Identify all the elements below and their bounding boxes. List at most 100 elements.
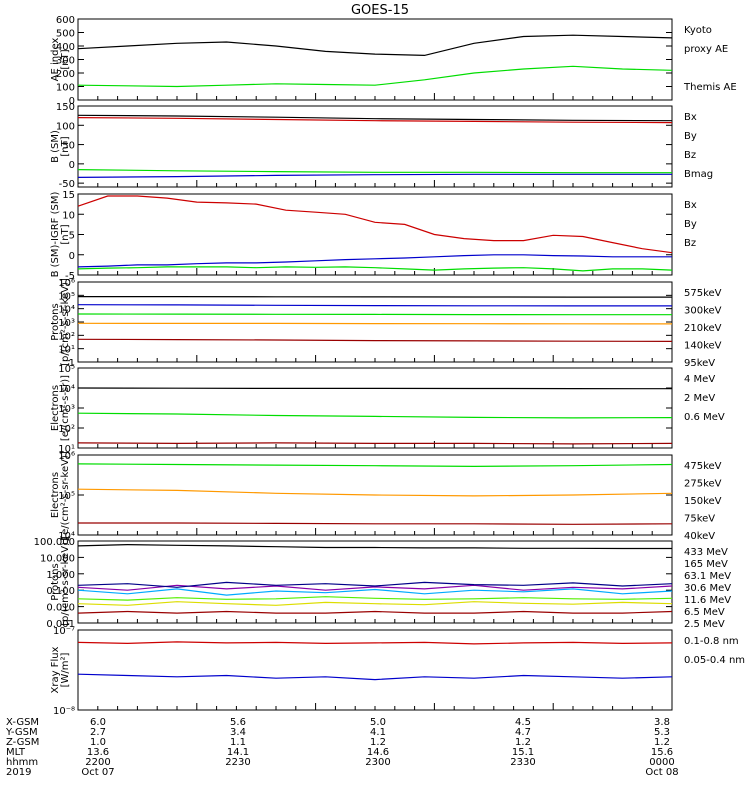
legend-entry: 575keV	[684, 288, 722, 299]
series-line	[77, 543, 672, 550]
orbit-row-label: hhmm	[6, 757, 38, 768]
y-tick-label: -50	[59, 179, 75, 190]
y-tick-label: 100	[56, 83, 75, 94]
y-tick-label: 0.010	[46, 603, 75, 614]
legend-entry: By	[684, 131, 697, 142]
orbit-value: 14.1	[227, 747, 249, 758]
series-line	[77, 463, 673, 468]
legend-entry: Bmag	[684, 169, 713, 180]
y-tick-label: 10¹	[58, 345, 75, 356]
figure-title: GOES-15	[351, 3, 409, 18]
orbit-value: 1.0	[90, 737, 106, 748]
y-axis-label: [e/(cm²-s-sr)]	[60, 375, 71, 441]
y-tick-label: 10⁶	[58, 451, 75, 462]
series-line	[77, 338, 673, 342]
series-line	[77, 173, 672, 178]
series-line	[77, 254, 672, 268]
y-tick-label: 10⁵	[58, 291, 75, 302]
y-axis-label: [p/(cm²-s-sr-keV)]	[60, 538, 71, 626]
legend-entry: 275keV	[684, 479, 722, 490]
orbit-value: 2.7	[90, 727, 106, 738]
series-line	[77, 313, 672, 316]
y-tick-label: 5	[69, 231, 75, 242]
y-tick-label: 10.000	[40, 553, 75, 564]
series-line	[77, 601, 673, 606]
y-tick-label: 10⁴	[58, 305, 75, 316]
legend-entry: 6.5 MeV	[684, 607, 725, 618]
legend-entry: 210keV	[684, 323, 722, 334]
series-line	[77, 442, 673, 445]
legend-entry: 475keV	[684, 461, 722, 472]
y-tick-label: 10⁵	[58, 491, 75, 502]
y-tick-label: 10⁴	[58, 384, 75, 395]
series-line	[77, 387, 673, 390]
legend-entry: 165 MeV	[684, 559, 728, 570]
orbit-value: 14.6	[367, 747, 389, 758]
y-tick-label: 10³	[58, 318, 75, 329]
orbit-value: Oct 08	[645, 767, 678, 778]
y-tick-label: 1.000	[46, 570, 75, 581]
orbit-value: Oct 07	[81, 767, 114, 778]
legend-entry: By	[684, 219, 697, 230]
series-line	[77, 588, 673, 596]
y-tick-label: 500	[56, 29, 75, 40]
panel-ae: 0 100 200 300 400 500 600 AE index [nT] Kyoto prox…	[50, 15, 737, 107]
orbit-value: 2330	[510, 757, 535, 768]
y-axis-label: Electrons	[50, 385, 61, 431]
y-axis-label: B (SM)-IGRF (SM)	[50, 192, 61, 278]
y-tick-label: 10	[62, 210, 75, 221]
orbit-value: 1.2	[370, 737, 386, 748]
panel-b: -50 0 50 100 150 B (SM) [nT] Bx By Bz Bmag	[50, 102, 713, 190]
y-tick-label: 10²	[58, 424, 75, 435]
legend-entry: Kyoto	[684, 25, 712, 36]
series-line	[77, 596, 673, 601]
orbit-value: 1.2	[654, 737, 670, 748]
y-tick-label: 400	[56, 42, 75, 53]
y-tick-label: -5	[65, 271, 75, 282]
legend-entry: 0.05-0.4 nm	[684, 655, 745, 666]
orbit-row-label: X-GSM	[6, 717, 39, 728]
y-axis-label: [W/m²]	[60, 652, 71, 687]
series-line	[77, 65, 673, 88]
legend-entry: 4 MeV	[684, 374, 715, 385]
orbit-table: X-GSM 6.0 5.6 5.0 4.5 3.8 Y-GSM 2.7 3.4 4.1 4.7 5.3…	[5, 717, 679, 778]
y-tick-label: 50	[62, 141, 75, 152]
orbit-value: 4.1	[370, 727, 386, 738]
orbit-value: 13.6	[87, 747, 109, 758]
y-axis-label: [e/(cm²-s-sr-keV)]	[60, 451, 71, 539]
orbit-value: 15.6	[651, 747, 673, 758]
legend-entry: 2.5 MeV	[684, 619, 725, 630]
legend-entry: proxy AE	[684, 44, 728, 55]
panel-frame	[77, 367, 673, 449]
orbit-value: 2300	[365, 757, 390, 768]
legend-entry: 300keV	[684, 306, 722, 317]
series-line	[77, 34, 673, 57]
legend-entry: 95keV	[684, 358, 715, 369]
legend-entry: 150keV	[684, 496, 722, 507]
y-tick-label: 10³	[58, 404, 75, 415]
y-tick-label: 10¹	[58, 444, 75, 455]
y-axis-label: [p/(cm²-s-sr-keV)]	[60, 278, 71, 366]
orbit-value: 15.1	[512, 747, 534, 758]
series-line	[77, 584, 673, 591]
orbit-value: 0000	[649, 757, 674, 768]
y-tick-label: 100	[56, 121, 75, 132]
y-tick-label: 150	[56, 102, 75, 113]
orbit-value: 6.0	[90, 717, 106, 728]
orbit-value: 4.5	[515, 717, 531, 728]
legend-entry: Bz	[684, 238, 696, 249]
panel-electrons2: 10⁴ 10⁵ 10⁶ Electrons [e/(cm²-s-sr-keV)] 475k…	[50, 451, 722, 542]
legend-entry: 63.1 MeV	[684, 571, 731, 582]
orbit-value: 2200	[85, 757, 110, 768]
series-line	[77, 581, 673, 588]
y-tick-label: 0	[69, 96, 75, 107]
y-axis-label: B (SM)	[50, 130, 61, 163]
orbit-value: 2230	[225, 757, 250, 768]
panel-frame	[77, 193, 673, 276]
orbit-row-label: MLT	[6, 747, 26, 758]
legend-entry: 433 MeV	[684, 547, 728, 558]
y-tick-label: 0	[69, 251, 75, 262]
y-tick-label: 10⁻⁸	[53, 706, 75, 717]
series-line	[77, 266, 673, 272]
series-line	[77, 610, 673, 614]
